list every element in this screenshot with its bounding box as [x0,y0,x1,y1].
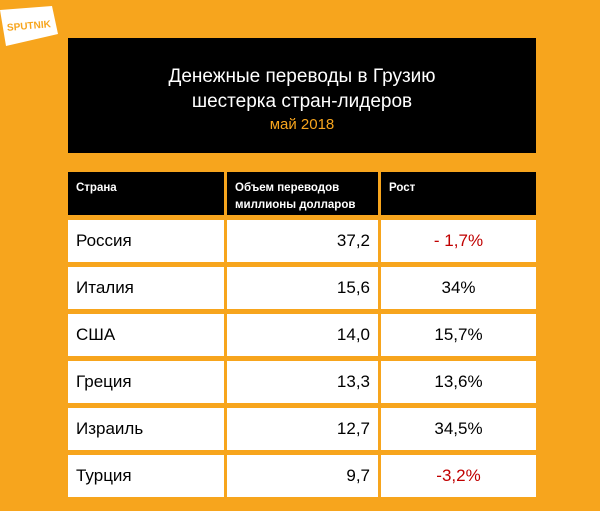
amount-cell: 12,7 [224,408,378,450]
title-line: шестерка стран-лидеров [191,91,413,112]
logo-text: SPUTNIK [7,19,52,34]
logo-flag [0,6,58,46]
country-cell: США [68,314,224,356]
amount-cell: 9,7 [224,455,378,497]
country-cell: Россия [68,220,224,262]
growth-cell: 34,5% [378,408,536,450]
title-line: Денежные переводы в Грузию [168,66,436,87]
country-cell: Греция [68,361,224,403]
subtitle: май 2018 [269,116,335,133]
logo: SPUTNIK [0,6,58,46]
column-header: Страна [68,172,224,215]
column-header-line: Объем переводов [235,182,340,194]
growth-cell: - 1,7% [378,220,536,262]
amount-cell: 37,2 [224,220,378,262]
column-header: Объем переводов миллионы долларов [224,172,378,215]
country-cell: Италия [68,267,224,309]
table: Страна Объем переводов миллионы долларов… [68,172,536,497]
country-cell: Турция [68,455,224,497]
column-header: Рост [378,172,536,215]
growth-cell: 15,7% [378,314,536,356]
amount-cell: 13,3 [224,361,378,403]
header: Денежные переводы в Грузию шестерка стра… [68,38,536,153]
amount-cell: 14,0 [224,314,378,356]
column-header-line: миллионы долларов [235,199,356,211]
growth-cell: 13,6% [378,361,536,403]
growth-cell: -3,2% [378,455,536,497]
growth-cell: 34% [378,267,536,309]
amount-cell: 15,6 [224,267,378,309]
country-cell: Израиль [68,408,224,450]
